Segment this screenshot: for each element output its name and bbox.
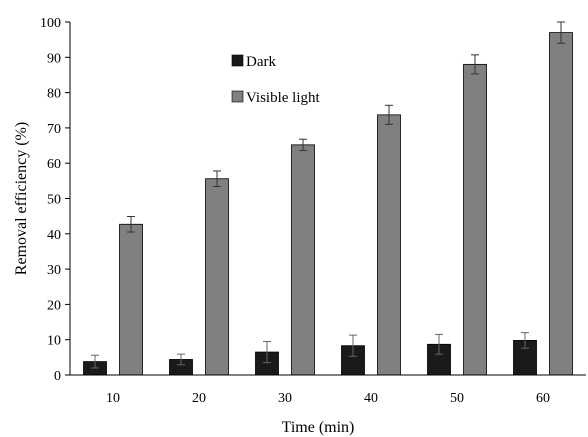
- bar-visible-light: [119, 223, 143, 376]
- bars: [83, 32, 573, 376]
- y-axis-ticks: 0 10 20 30 40 50 60 70 80 90 100: [40, 16, 70, 384]
- bar-visible-light: [205, 178, 229, 376]
- x-tick-label: 10: [106, 391, 120, 406]
- x-tick-label: 60: [536, 391, 550, 406]
- error-bars: [91, 21, 565, 369]
- y-tick-label: 70: [47, 122, 61, 137]
- y-axis-title: Removal efficiency (%): [13, 122, 30, 275]
- y-tick-label: 60: [47, 157, 61, 172]
- x-tick-label: 50: [450, 391, 464, 406]
- bar-visible-light: [549, 32, 573, 376]
- y-tick-label: 30: [47, 263, 61, 278]
- y-tick-label: 0: [54, 369, 61, 384]
- legend-label-dark: Dark: [246, 54, 276, 70]
- legend-swatch-dark: [231, 54, 244, 67]
- bar-visible-light: [291, 144, 315, 376]
- x-axis-title: Time (min): [282, 419, 355, 436]
- y-tick-label: 100: [40, 16, 61, 31]
- legend-swatch-visible-light: [231, 90, 244, 103]
- y-tick-label: 40: [47, 228, 61, 243]
- x-tick-label: 30: [278, 391, 292, 406]
- bar-visible-light: [377, 114, 401, 376]
- legend: Dark Visible light: [231, 54, 321, 106]
- bar-visible-light: [463, 63, 487, 376]
- legend-label-visible-light: Visible light: [246, 90, 321, 106]
- y-tick-label: 20: [47, 298, 61, 313]
- y-tick-label: 50: [47, 193, 61, 208]
- y-tick-label: 10: [47, 334, 61, 349]
- y-tick-label: 80: [47, 87, 61, 102]
- y-tick-label: 90: [47, 51, 61, 66]
- x-axis-ticks: 10 20 30 40 50 60: [106, 391, 550, 406]
- x-tick-label: 20: [192, 391, 206, 406]
- x-tick-label: 40: [364, 391, 378, 406]
